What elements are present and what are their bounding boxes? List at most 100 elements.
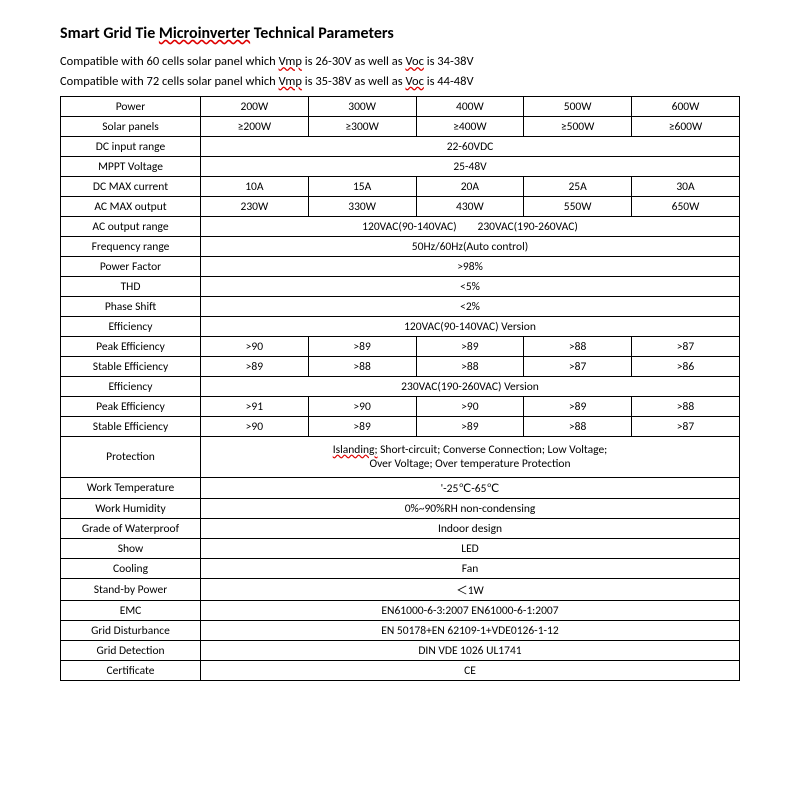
row-eff1: Efficiency120VAC(90-140VAC) Version [61, 317, 740, 337]
cell-value: 15A [308, 177, 416, 197]
title-part1: Smart Grid Tie [60, 24, 159, 43]
row-thd: THD<5% [61, 277, 740, 297]
cell-label: Efficiency [61, 377, 201, 397]
cell-label: Certificate [61, 661, 201, 681]
row-certificate: CertificateCE [61, 661, 740, 681]
row-freq: Frequency range50Hz/60Hz(Auto control) [61, 237, 740, 257]
row-dcin: DC input range22-60VDC [61, 137, 740, 157]
row-cooling: CoolingFan [61, 559, 740, 579]
cell-value: 200W [201, 97, 309, 117]
row-mppt: MPPT Voltage25-48V [61, 157, 740, 177]
cell-value: EN61000-6-3:2007 EN61000-6-1:2007 [201, 601, 740, 621]
cell-value: 30A [632, 177, 740, 197]
cell-value: 25A [524, 177, 632, 197]
cell-label: Cooling [61, 559, 201, 579]
cell-value: ≥300W [308, 117, 416, 137]
cell-value: >87 [632, 337, 740, 357]
cell-value: 500W [524, 97, 632, 117]
cell-label: Grid Disturbance [61, 621, 201, 641]
cell-value: >86 [632, 357, 740, 377]
cell-value: ≥600W [632, 117, 740, 137]
cell-value: >87 [524, 357, 632, 377]
cell-label: Grade of Waterproof [61, 519, 201, 539]
cell-value: ≥200W [201, 117, 309, 137]
row-power: Power 200W 300W 400W 500W 600W [61, 97, 740, 117]
row-detection: Grid DetectionDIN VDE 1026 UL1741 [61, 641, 740, 661]
cell-label: Work Humidity [61, 499, 201, 519]
cell-value: >91 [201, 397, 309, 417]
cell-label: DC input range [61, 137, 201, 157]
cell-value: '-25℃-65℃ [201, 478, 740, 499]
cell-label: EMC [61, 601, 201, 621]
row-dcmax: DC MAX current 10A 15A 20A 25A 30A [61, 177, 740, 197]
cell-value: 0%~90%RH non-condensing [201, 499, 740, 519]
row-standby: Stand-by Power＜1W [61, 579, 740, 601]
cell-value: >88 [308, 357, 416, 377]
cell-value: Indoor design [201, 519, 740, 539]
title-underlined: Microinverter [159, 24, 250, 43]
cell-value: >89 [308, 337, 416, 357]
cell-label: Stable Efficiency [61, 357, 201, 377]
cell-value: 20A [416, 177, 524, 197]
cell-value: 10A [201, 177, 309, 197]
row-stable1: Stable Efficiency >89 >88 >88 >87 >86 [61, 357, 740, 377]
spec-table: Power 200W 300W 400W 500W 600W Solar pan… [60, 96, 740, 681]
cell-value: >89 [416, 417, 524, 437]
row-peak1: Peak Efficiency >90 >89 >89 >88 >87 [61, 337, 740, 357]
row-phase: Phase Shift<2% [61, 297, 740, 317]
row-acout: AC output range 120VAC(90-140VAC) 230VAC… [61, 217, 740, 237]
cell-value: 50Hz/60Hz(Auto control) [201, 237, 740, 257]
cell-value: 430W [416, 197, 524, 217]
cell-value: DIN VDE 1026 UL1741 [201, 641, 740, 661]
cell-label: Phase Shift [61, 297, 201, 317]
cell-value: 550W [524, 197, 632, 217]
cell-value: >89 [201, 357, 309, 377]
row-emc: EMCEN61000-6-3:2007 EN61000-6-1:2007 [61, 601, 740, 621]
cell-value: CE [201, 661, 740, 681]
cell-value: >87 [632, 417, 740, 437]
row-acmax: AC MAX output 230W 330W 430W 550W 650W [61, 197, 740, 217]
cell-label: DC MAX current [61, 177, 201, 197]
intro-line-2: Compatible with 72 cells solar panel whi… [60, 73, 740, 91]
cell-label: AC MAX output [61, 197, 201, 217]
cell-value: 330W [308, 197, 416, 217]
cell-value: >90 [416, 397, 524, 417]
cell-value: 22-60VDC [201, 137, 740, 157]
cell-value: Fan [201, 559, 740, 579]
cell-value: 600W [632, 97, 740, 117]
cell-value: >88 [524, 337, 632, 357]
row-peak2: Peak Efficiency >91 >90 >90 >89 >88 [61, 397, 740, 417]
cell-value: >88 [632, 397, 740, 417]
cell-value: >90 [308, 397, 416, 417]
cell-label: Frequency range [61, 237, 201, 257]
cell-value: 400W [416, 97, 524, 117]
page-title: Smart Grid Tie Microinverter Technical P… [60, 24, 740, 43]
row-disturbance: Grid DisturbanceEN 50178+EN 62109-1+VDE0… [61, 621, 740, 641]
row-protection: Protection Islanding; Short-circuit; Con… [61, 437, 740, 478]
row-waterproof: Grade of WaterproofIndoor design [61, 519, 740, 539]
cell-value: >89 [524, 397, 632, 417]
cell-value: >88 [524, 417, 632, 437]
cell-value: EN 50178+EN 62109-1+VDE0126-1-12 [201, 621, 740, 641]
cell-label: Protection [61, 437, 201, 478]
intro-line-1: Compatible with 60 cells solar panel whi… [60, 53, 740, 71]
cell-value: 230VAC(190-260VAC) Version [201, 377, 740, 397]
cell-value: ≥500W [524, 117, 632, 137]
cell-value: 300W [308, 97, 416, 117]
cell-label: Show [61, 539, 201, 559]
cell-label: Stand-by Power [61, 579, 201, 601]
cell-label: Work Temperature [61, 478, 201, 499]
cell-label: AC output range [61, 217, 201, 237]
cell-value: Islanding; Short-circuit; Converse Conne… [201, 437, 740, 478]
cell-value: 120VAC(90-140VAC) 230VAC(190-260VAC) [201, 217, 740, 237]
row-pf: Power Factor>98% [61, 257, 740, 277]
cell-value: >89 [416, 337, 524, 357]
row-solar: Solar panels ≥200W ≥300W ≥400W ≥500W ≥60… [61, 117, 740, 137]
cell-value: >98% [201, 257, 740, 277]
row-eff2: Efficiency230VAC(190-260VAC) Version [61, 377, 740, 397]
cell-value: 230W [201, 197, 309, 217]
cell-label: THD [61, 277, 201, 297]
cell-label: Stable Efficiency [61, 417, 201, 437]
cell-value: >89 [308, 417, 416, 437]
cell-label: Peak Efficiency [61, 397, 201, 417]
